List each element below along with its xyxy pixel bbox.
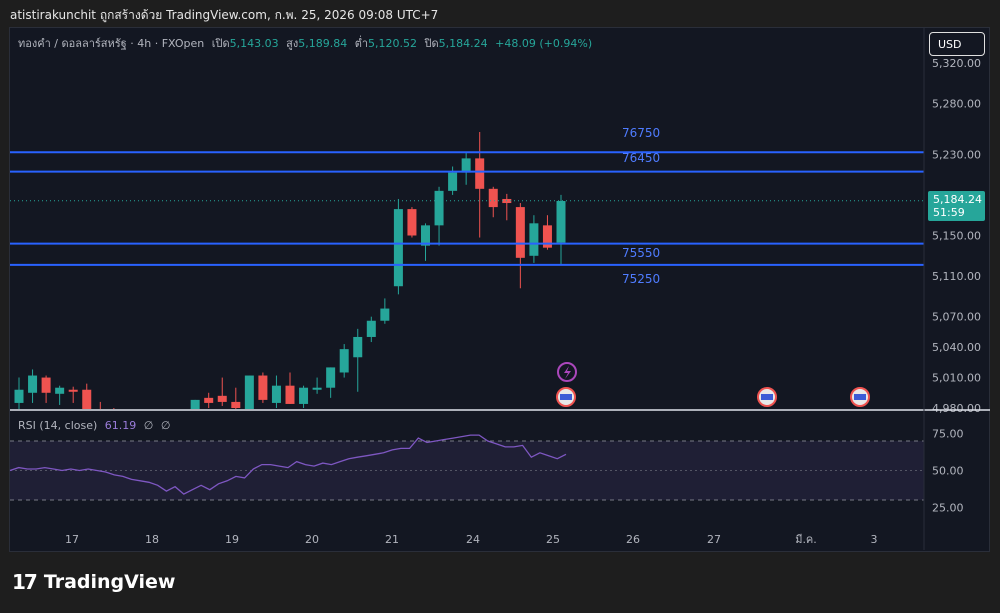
candle-up[interactable] xyxy=(244,375,254,411)
change-value: +48.09 (+0.94%) xyxy=(495,37,593,50)
candle-up[interactable] xyxy=(299,387,309,404)
time-axis-label: 19 xyxy=(225,533,239,546)
candle-down[interactable] xyxy=(68,389,78,392)
price-axis-label: 5,320.00 xyxy=(932,57,981,70)
candle-up[interactable] xyxy=(14,389,24,403)
time-axis-label: 27 xyxy=(707,533,721,546)
candle-up[interactable] xyxy=(312,387,322,390)
rsi-extra-2: ∅ xyxy=(160,419,171,432)
rsi-axis-label: 50.00 xyxy=(932,465,964,478)
lightning-bolt-icon xyxy=(564,366,571,379)
rsi-axis-label: 25.00 xyxy=(932,501,964,514)
currency-label: USD xyxy=(938,37,962,51)
time-axis-label: 26 xyxy=(626,533,640,546)
level-label: 76750 xyxy=(622,126,660,140)
rsi-extra-1: ∅ xyxy=(143,419,154,432)
candle-up[interactable] xyxy=(529,223,539,256)
candle-up[interactable] xyxy=(421,225,430,246)
candle-up[interactable] xyxy=(190,399,200,410)
symbol-exchange: FXOpen xyxy=(161,37,205,50)
tradingview-logo-text: TradingView xyxy=(43,571,176,593)
price-axis-label: 5,150.00 xyxy=(932,230,981,243)
currency-button[interactable]: USD xyxy=(929,32,985,56)
us-flag-stripes-icon xyxy=(854,394,866,400)
candle-up[interactable] xyxy=(393,209,403,287)
us-flag-stripes-icon xyxy=(560,394,572,400)
time-axis-label: 3 xyxy=(871,533,878,546)
candle-up[interactable] xyxy=(339,349,349,373)
candles-group xyxy=(14,132,566,438)
level-label: 76450 xyxy=(622,151,660,165)
open-label: เปิด xyxy=(211,37,230,50)
time-axis-label: 17 xyxy=(65,533,79,546)
tradingview-logo-icon: 17 xyxy=(12,570,38,594)
candle-down[interactable] xyxy=(82,389,92,410)
time-axis-label: 21 xyxy=(385,533,399,546)
close-value: 5,184.24 xyxy=(438,37,488,50)
symbol-legend: ทองคำ / ดอลลาร์สหรัฐ · 4h · FXOpen เปิด5… xyxy=(18,34,592,52)
price-axis-label: 5,070.00 xyxy=(932,311,981,324)
close-label: ปิด xyxy=(424,37,439,50)
legend-sep: · xyxy=(130,37,138,50)
price-axis-label: 4,980.00 xyxy=(932,402,981,415)
rsi-value: 61.19 xyxy=(104,419,137,432)
candle-countdown: 51:59 xyxy=(933,206,965,219)
price-axis-label: 5,010.00 xyxy=(932,372,981,385)
last-price-value: 5,184.24 xyxy=(933,193,982,206)
candle-down[interactable] xyxy=(488,188,498,208)
high-label: สูง xyxy=(286,37,299,50)
symbol-name[interactable]: ทองคำ / ดอลลาร์สหรัฐ xyxy=(18,37,127,50)
candle-down[interactable] xyxy=(177,433,186,438)
rsi-label[interactable]: RSI (14, close) xyxy=(18,419,98,432)
price-axis-label: 5,280.00 xyxy=(932,98,981,111)
last-price-badge xyxy=(928,191,985,221)
candle-up[interactable] xyxy=(28,375,38,393)
candle-up[interactable] xyxy=(434,190,444,226)
candle-down[interactable] xyxy=(96,410,105,416)
time-axis-label: 20 xyxy=(305,533,319,546)
candle-down[interactable] xyxy=(41,377,51,393)
time-axis-label: 24 xyxy=(466,533,480,546)
level-label: 75250 xyxy=(622,272,660,286)
rsi-legend: RSI (14, close) 61.19 ∅ ∅ xyxy=(18,419,170,432)
candle-down[interactable] xyxy=(407,209,417,236)
time-axis-label: 18 xyxy=(145,533,159,546)
level-label: 75550 xyxy=(622,246,660,260)
price-axis-label: 5,040.00 xyxy=(932,341,981,354)
open-value: 5,143.03 xyxy=(229,37,279,50)
chart-watermark: atistirakunchit ถูกสร้างด้วย TradingView… xyxy=(10,8,439,22)
candle-down[interactable] xyxy=(542,225,552,248)
candle-up[interactable] xyxy=(448,172,458,191)
candle-down[interactable] xyxy=(231,401,241,408)
tradingview-logo: 17 TradingView xyxy=(12,570,175,594)
candle-up[interactable] xyxy=(556,201,566,243)
low-label: ต่ำ xyxy=(354,37,369,50)
candle-up[interactable] xyxy=(271,385,281,403)
candle-up[interactable] xyxy=(380,308,390,321)
candle-down[interactable] xyxy=(217,395,227,402)
candle-up[interactable] xyxy=(55,387,65,394)
rsi-line xyxy=(9,434,567,495)
candle-down[interactable] xyxy=(285,385,295,404)
low-value: 5,120.52 xyxy=(368,37,418,50)
candle-up[interactable] xyxy=(366,320,376,337)
price-axis-label: 5,230.00 xyxy=(932,148,981,161)
high-value: 5,189.84 xyxy=(298,37,348,50)
time-axis-label: มี.ค. xyxy=(795,533,817,546)
price-axis-label: 5,110.00 xyxy=(932,270,981,283)
time-axis-label: 25 xyxy=(546,533,560,546)
candle-up[interactable] xyxy=(326,367,336,388)
rsi-axis-label: 75.00 xyxy=(932,428,964,441)
candle-down[interactable] xyxy=(475,158,485,189)
candle-down[interactable] xyxy=(258,375,268,400)
legend-sep: · xyxy=(154,37,162,50)
chart-frame[interactable] xyxy=(9,27,990,552)
symbol-interval[interactable]: 4h xyxy=(137,37,152,50)
candle-up[interactable] xyxy=(461,158,471,173)
candle-up[interactable] xyxy=(353,336,363,358)
candle-down[interactable] xyxy=(515,207,525,258)
candle-down[interactable] xyxy=(204,397,214,403)
us-flag-stripes-icon xyxy=(761,394,773,400)
